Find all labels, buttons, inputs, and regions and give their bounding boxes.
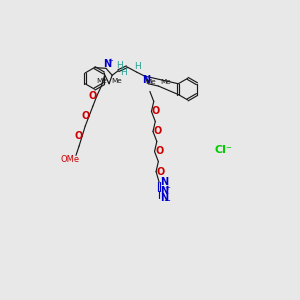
Text: +: + (108, 58, 114, 64)
Text: −: − (163, 196, 170, 205)
Text: Me: Me (161, 79, 171, 85)
Text: N: N (142, 75, 150, 85)
Text: Me: Me (111, 78, 122, 84)
Text: O: O (81, 111, 89, 121)
Text: N: N (160, 194, 169, 203)
Text: +: + (165, 185, 170, 191)
Text: O: O (155, 146, 163, 157)
Text: Me: Me (96, 78, 107, 84)
Text: O: O (157, 167, 165, 176)
Text: N: N (160, 177, 169, 187)
Text: O: O (152, 106, 160, 116)
Text: O: O (154, 127, 162, 136)
Text: Cl⁻: Cl⁻ (214, 145, 232, 155)
Text: H: H (116, 61, 122, 70)
Text: N: N (103, 59, 111, 70)
Text: H: H (134, 62, 141, 71)
Text: O: O (89, 91, 97, 101)
Text: OMe: OMe (60, 155, 80, 164)
Text: H: H (120, 68, 127, 77)
Text: N: N (160, 186, 169, 196)
Text: O: O (74, 131, 82, 141)
Text: Me: Me (145, 79, 156, 85)
